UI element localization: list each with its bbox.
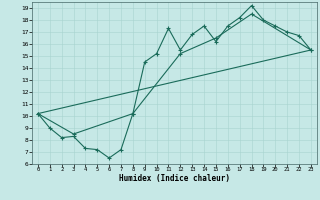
X-axis label: Humidex (Indice chaleur): Humidex (Indice chaleur) bbox=[119, 174, 230, 183]
